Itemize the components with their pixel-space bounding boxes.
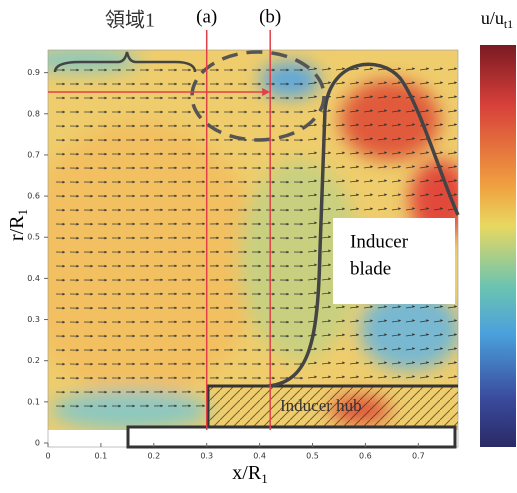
y-tick-label: 0.3	[27, 315, 40, 324]
y-tick-label: 0.1	[27, 397, 40, 406]
x-tick-label: 0.7	[412, 452, 425, 461]
colorbar-label-text: u/u	[481, 8, 504, 28]
y-tick-label: 0.7	[27, 150, 40, 159]
x-tick-label: 0.2	[147, 452, 160, 461]
y-tick-label: 0.4	[27, 274, 40, 283]
y-tick-label: 0.8	[27, 109, 40, 118]
section-label: (b)	[259, 6, 281, 27]
y-tick-label: 0.5	[27, 233, 40, 242]
x-tick-label: 0.4	[253, 452, 266, 461]
y-label-text: r/R	[6, 215, 28, 241]
x-label-sub: 1	[261, 471, 268, 486]
figure: Inducer blade Inducer hub 領域1 u/ut1 x/R1…	[0, 0, 517, 488]
bottom-wall	[128, 427, 455, 447]
x-axis-label: x/R1	[232, 462, 267, 486]
y-tick-label: 0	[35, 439, 40, 448]
y-label-sub: 1	[15, 209, 30, 216]
x-tick-label: 0.5	[306, 452, 319, 461]
region-label: 領域1	[105, 9, 155, 32]
x-tick-label: 0.1	[95, 452, 108, 461]
x-tick-label: 0.3	[200, 452, 213, 461]
y-tick-label: 0.9	[27, 68, 40, 77]
blade-label: Inducer	[350, 231, 409, 252]
blade-label: blade	[350, 258, 391, 279]
y-tick-label: 0.2	[27, 356, 40, 365]
hub-label: Inducer hub	[280, 396, 362, 415]
x-tick-label: 0	[45, 452, 50, 461]
x-tick-label: 0.6	[359, 452, 372, 461]
y-tick-label: 0.6	[27, 192, 40, 201]
x-label-text: x/R	[232, 462, 262, 484]
section-label: (a)	[196, 6, 217, 27]
colorbar-label-sub: t1	[504, 17, 513, 31]
colorbar	[480, 45, 516, 447]
colorbar-label: u/ut1	[481, 8, 513, 31]
